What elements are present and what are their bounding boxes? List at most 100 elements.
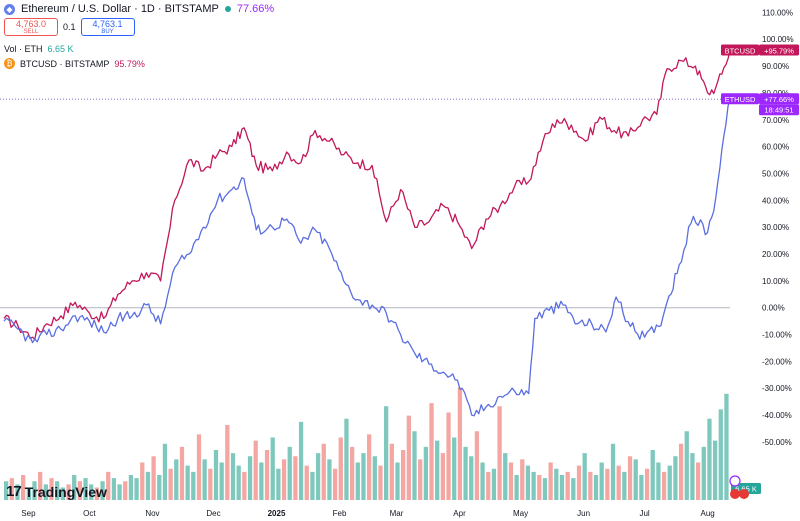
- ethusd-symbol-tag: [721, 93, 759, 105]
- symbol-title[interactable]: Ethereum / U.S. Dollar · 1D · BITSTAMP: [21, 3, 219, 15]
- volume-bar: [718, 409, 723, 500]
- volume-bar: [627, 456, 633, 500]
- x-tick-label: Sep: [21, 509, 36, 518]
- volume-bar: [276, 468, 281, 500]
- us-flag-icon: [730, 489, 740, 499]
- x-tick-label: Nov: [145, 509, 159, 518]
- trade-panel: 4,763.0 SELL 0.1 4,763.1 BUY: [4, 18, 135, 36]
- compare-legend[interactable]: ₿ BTCUSD · BITSTAMP 95.79%: [4, 58, 145, 69]
- btcusd-symbol-tag: [721, 44, 759, 56]
- ethusd-symbol-label: ETHUSD: [725, 95, 756, 104]
- volume-bar: [384, 406, 389, 500]
- volume-bar: [202, 459, 207, 500]
- volume-value-label: 6.65 K: [735, 485, 757, 494]
- volume-bar: [548, 462, 553, 500]
- tradingview-logo[interactable]: 17 TradingView: [6, 483, 107, 500]
- volume-bar: [304, 465, 309, 500]
- volume-bar: [508, 462, 514, 500]
- btcusd-symbol-label: BTCUSD: [725, 47, 756, 56]
- volume-bar: [503, 453, 508, 500]
- volume-bar: [219, 462, 224, 500]
- symbol-change: 77.66%: [236, 3, 275, 15]
- x-tick-label: Feb: [333, 509, 347, 518]
- market-status-icon: [224, 6, 231, 12]
- volume-bar: [514, 475, 519, 500]
- y-tick-label: -50.00%: [762, 438, 792, 447]
- volume-bar: [321, 443, 326, 500]
- volume-bar: [605, 468, 610, 500]
- volume-bar: [123, 481, 128, 500]
- volume-bar: [293, 456, 298, 500]
- y-tick-label: 40.00%: [762, 196, 789, 205]
- bitcoin-icon: ₿: [4, 58, 15, 69]
- volume-bar: [77, 481, 83, 500]
- volume-bar: [650, 450, 655, 500]
- volume-bar: [298, 421, 304, 500]
- volume-bar: [128, 475, 134, 500]
- volume-bar: [89, 484, 94, 500]
- volume-bar: [486, 471, 491, 500]
- volume-bar: [355, 462, 360, 500]
- volume-bar: [435, 440, 440, 500]
- volume-bar: [338, 437, 343, 500]
- x-tick-label: Jul: [639, 509, 649, 518]
- compare-legend-label: BTCUSD · BITSTAMP: [20, 58, 110, 69]
- y-tick-label: -30.00%: [762, 384, 792, 393]
- volume-bar: [168, 468, 173, 500]
- volume-bar: [83, 478, 88, 500]
- volume-bar: [474, 431, 480, 500]
- y-tick-label: 70.00%: [762, 116, 789, 125]
- volume-bar: [327, 459, 332, 500]
- x-tick-label: Dec: [206, 509, 220, 518]
- lightning-icon: [729, 475, 741, 487]
- volume-bar: [225, 425, 230, 500]
- ethusd-time-label: 18:49:51: [764, 106, 793, 115]
- spread-value: 0.1: [63, 22, 76, 32]
- volume-bar: [191, 471, 196, 500]
- btcusd-value-tag: [759, 44, 799, 56]
- volume-bar: [174, 459, 179, 500]
- sell-button[interactable]: 4,763.0 SELL: [4, 18, 58, 36]
- volume-bar: [247, 456, 253, 500]
- volume-bar: [661, 471, 667, 500]
- y-tick-label: 100.00%: [762, 35, 794, 44]
- ethusd-line: [3, 99, 731, 417]
- volume-legend[interactable]: Vol · ETH 6.65 K: [4, 44, 74, 54]
- ethusd-time-tag: [759, 104, 799, 116]
- volume-bar: [236, 465, 241, 500]
- volume-bar: [21, 475, 26, 500]
- volume-bar: [94, 487, 100, 500]
- volume-bar: [287, 446, 292, 500]
- volume-bar: [588, 471, 593, 500]
- volume-bar: [537, 475, 542, 500]
- y-tick-label: -20.00%: [762, 357, 792, 366]
- volume-bar: [576, 465, 582, 500]
- ethusd-value-label: +77.66%: [764, 95, 794, 104]
- volume-bar: [440, 453, 446, 500]
- volume-bar: [367, 434, 372, 500]
- volume-bar: [724, 393, 729, 500]
- x-tick-label: Oct: [83, 509, 96, 518]
- volume-bar: [401, 450, 406, 500]
- symbol-header: ◆ Ethereum / U.S. Dollar · 1D · BITSTAMP…: [4, 3, 274, 15]
- volume-bar: [349, 446, 355, 500]
- buy-button[interactable]: 4,763.1 BUY: [80, 18, 135, 36]
- volume-bar: [423, 446, 428, 500]
- volume-bar: [38, 471, 43, 500]
- x-tick-label: May: [513, 509, 528, 518]
- volume-bar: [491, 468, 497, 500]
- volume-bar: [185, 465, 190, 500]
- volume-bar: [372, 456, 377, 500]
- volume-bar: [633, 459, 638, 500]
- volume-bar: [66, 484, 71, 500]
- volume-bar: [497, 406, 502, 500]
- volume-bar: [469, 456, 474, 500]
- volume-bar: [145, 471, 151, 500]
- volume-bar: [684, 431, 689, 500]
- volume-legend-value: 6.65 K: [47, 44, 74, 54]
- x-tick-label: 2025: [268, 509, 286, 518]
- compare-legend-value: 95.79%: [114, 58, 145, 69]
- sell-label: SELL: [23, 29, 39, 35]
- volume-bar: [55, 481, 60, 500]
